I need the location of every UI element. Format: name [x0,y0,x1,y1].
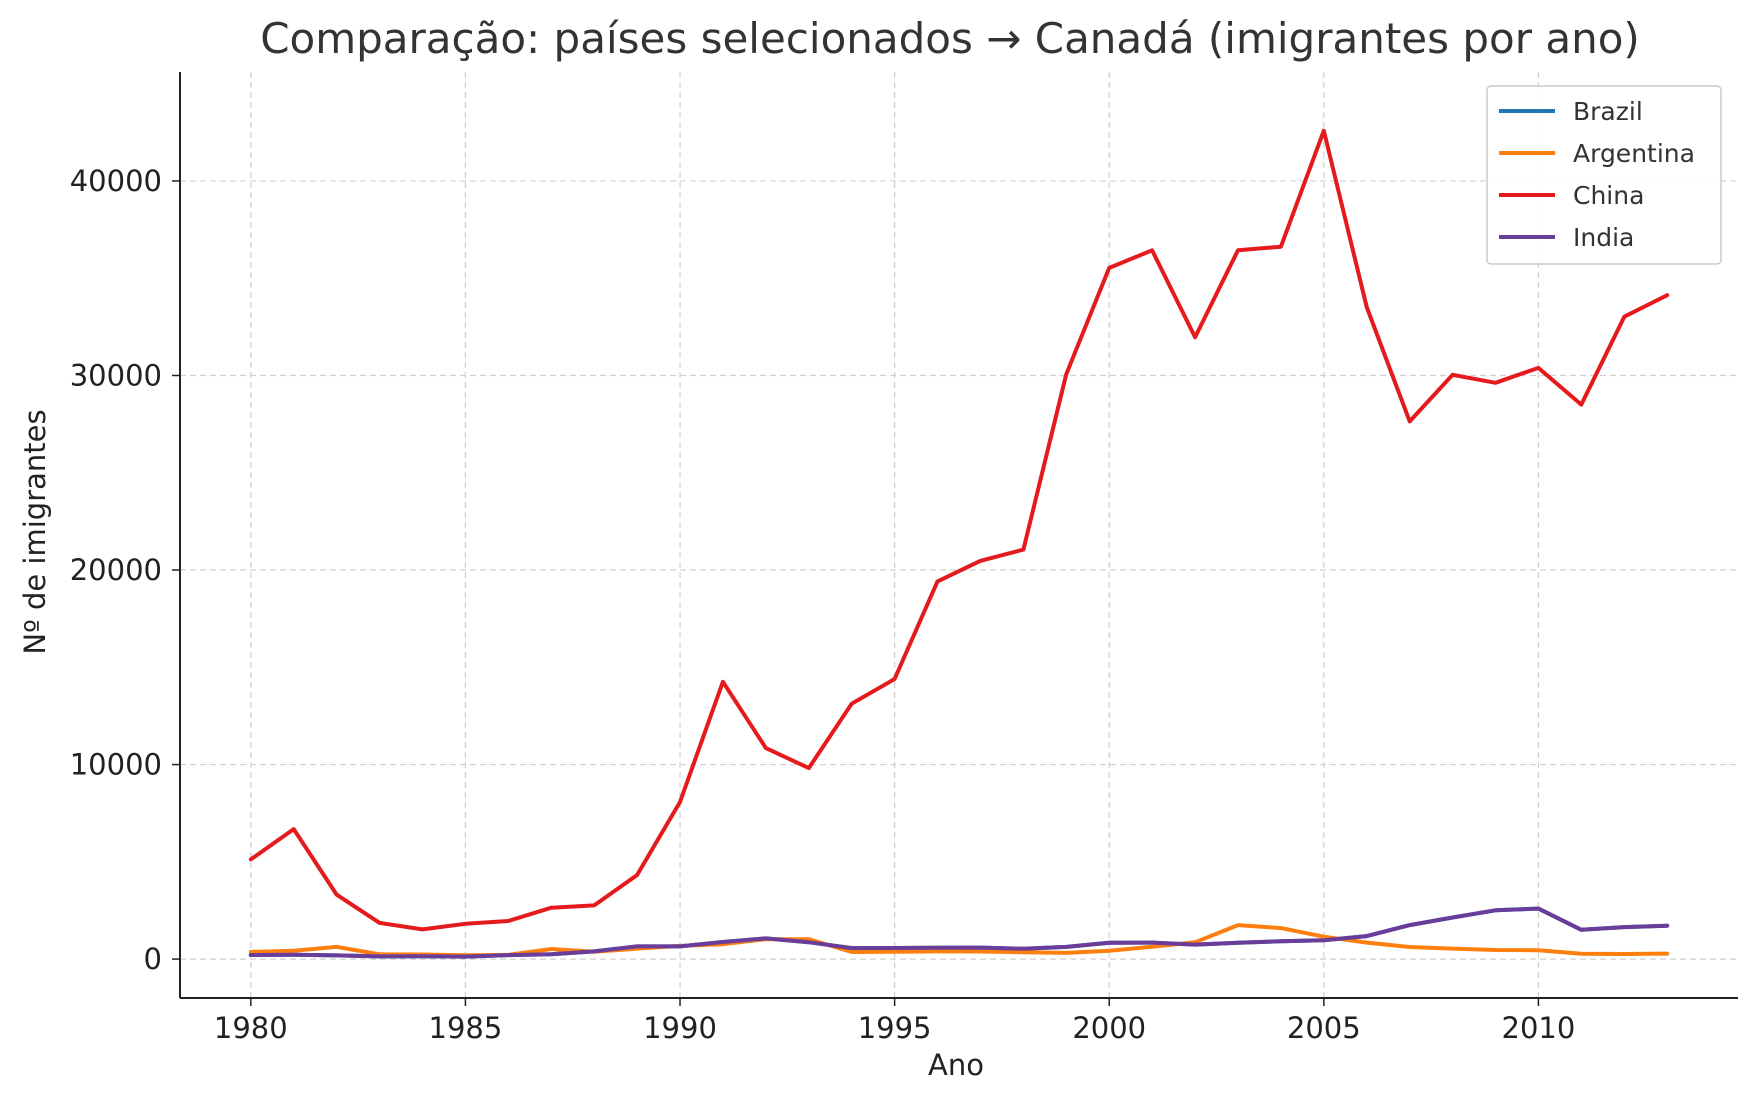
series-line-india [248,906,1670,959]
x-tick-label: 1990 [643,1011,717,1045]
y-axis-label: Nº de imigrantes [18,409,52,654]
x-tick-label: 2000 [1072,1011,1146,1045]
legend-label: China [1573,181,1644,210]
x-tick-label: 2010 [1502,1011,1576,1045]
x-tick-label: 2005 [1287,1011,1361,1045]
series-line-argentina [248,923,1670,958]
y-tick-label: 40000 [70,164,162,198]
y-tick-label: 20000 [70,553,162,587]
legend-box [1486,85,1722,265]
axes [179,72,1738,999]
legend-label: Brazil [1573,97,1643,126]
legend: Brazil Argentina China India [1486,85,1722,265]
y-tick-label: 10000 [70,748,162,782]
tick-labels: 1980 1985 1990 1995 2000 2005 2010 0 10000 20000 3… [70,164,1576,1045]
x-tick-label: 1980 [214,1011,288,1045]
legend-label: India [1573,223,1634,252]
x-tick-label: 1995 [858,1011,932,1045]
series-lines [248,128,1670,959]
x-axis-label: Ano [928,1048,984,1082]
chart-title: Comparação: países selecionados → Canadá… [260,14,1640,63]
y-tick-label: 0 [144,942,162,976]
series-line-china [248,128,1670,932]
y-tick-label: 30000 [70,358,162,392]
legend-label: Argentina [1573,139,1695,168]
x-tick-label: 1985 [429,1011,503,1045]
